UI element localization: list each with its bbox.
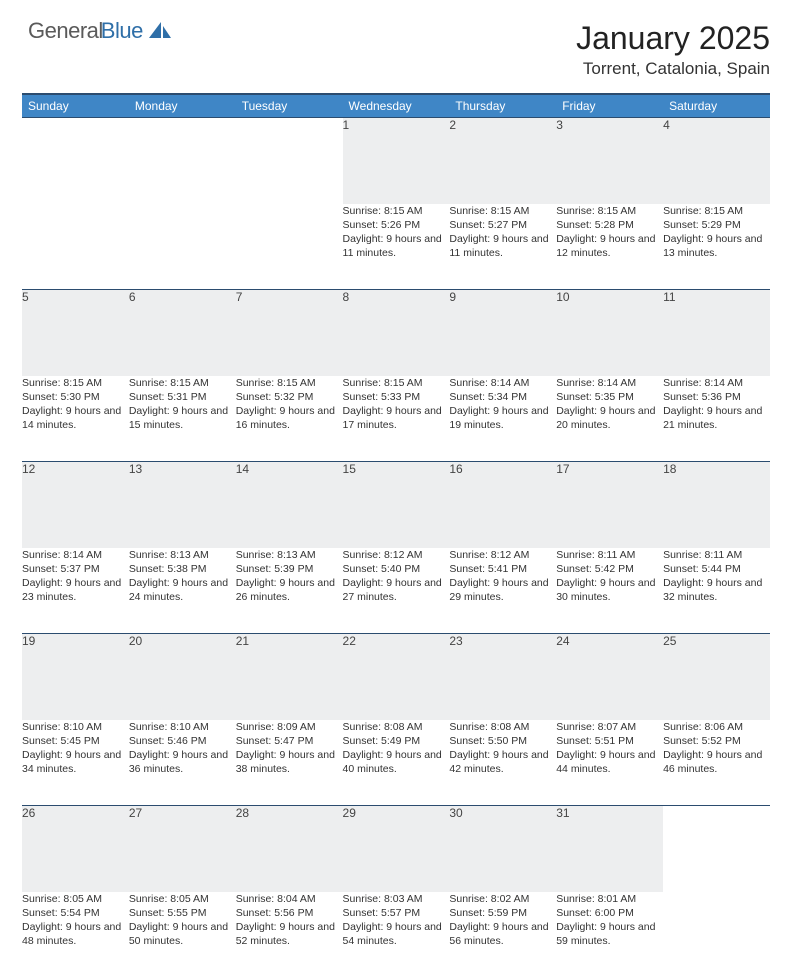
day-number-cell: 30 (449, 806, 556, 892)
day-data-cell: Sunrise: 8:08 AMSunset: 5:50 PMDaylight:… (449, 720, 556, 806)
day-data-cell: Sunrise: 8:15 AMSunset: 5:30 PMDaylight:… (22, 376, 129, 462)
day-number-cell: 5 (22, 290, 129, 376)
day-number-cell: 14 (236, 462, 343, 548)
day-number-cell: 31 (556, 806, 663, 892)
day-data-cell: Sunrise: 8:14 AMSunset: 5:36 PMDaylight:… (663, 376, 770, 462)
data-row: Sunrise: 8:14 AMSunset: 5:37 PMDaylight:… (22, 548, 770, 634)
day-data-cell: Sunrise: 8:04 AMSunset: 5:56 PMDaylight:… (236, 892, 343, 978)
calendar-table: SundayMondayTuesdayWednesdayThursdayFrid… (22, 93, 770, 978)
day-number-cell: 17 (556, 462, 663, 548)
data-row: Sunrise: 8:05 AMSunset: 5:54 PMDaylight:… (22, 892, 770, 978)
day-data-cell: Sunrise: 8:02 AMSunset: 5:59 PMDaylight:… (449, 892, 556, 978)
day-number-cell (129, 118, 236, 204)
day-number-cell: 7 (236, 290, 343, 376)
logo-sail-icon (147, 20, 173, 40)
day-number-cell: 9 (449, 290, 556, 376)
day-number-cell: 8 (343, 290, 450, 376)
day-header: Sunday (22, 94, 129, 118)
day-number-cell: 12 (22, 462, 129, 548)
day-number-cell: 4 (663, 118, 770, 204)
day-number-cell: 10 (556, 290, 663, 376)
day-number-cell (22, 118, 129, 204)
day-header: Thursday (449, 94, 556, 118)
day-number-cell: 29 (343, 806, 450, 892)
day-number-cell: 25 (663, 634, 770, 720)
day-number-cell: 15 (343, 462, 450, 548)
day-data-cell: Sunrise: 8:11 AMSunset: 5:44 PMDaylight:… (663, 548, 770, 634)
day-header-row: SundayMondayTuesdayWednesdayThursdayFrid… (22, 94, 770, 118)
day-number-cell: 3 (556, 118, 663, 204)
daynum-row: 1234 (22, 118, 770, 204)
day-number-cell: 6 (129, 290, 236, 376)
day-number-cell: 19 (22, 634, 129, 720)
daynum-row: 262728293031 (22, 806, 770, 892)
day-number-cell: 1 (343, 118, 450, 204)
day-data-cell: Sunrise: 8:12 AMSunset: 5:41 PMDaylight:… (449, 548, 556, 634)
logo-text-blue: Blue (101, 18, 143, 43)
day-number-cell: 2 (449, 118, 556, 204)
day-data-cell: Sunrise: 8:13 AMSunset: 5:38 PMDaylight:… (129, 548, 236, 634)
day-data-cell: Sunrise: 8:15 AMSunset: 5:28 PMDaylight:… (556, 204, 663, 290)
logo: GeneralBlue (28, 18, 173, 44)
day-data-cell: Sunrise: 8:10 AMSunset: 5:46 PMDaylight:… (129, 720, 236, 806)
day-number-cell: 16 (449, 462, 556, 548)
day-data-cell (129, 204, 236, 290)
day-data-cell: Sunrise: 8:12 AMSunset: 5:40 PMDaylight:… (343, 548, 450, 634)
day-number-cell: 27 (129, 806, 236, 892)
day-number-cell: 13 (129, 462, 236, 548)
day-data-cell: Sunrise: 8:03 AMSunset: 5:57 PMDaylight:… (343, 892, 450, 978)
day-data-cell: Sunrise: 8:15 AMSunset: 5:29 PMDaylight:… (663, 204, 770, 290)
day-data-cell: Sunrise: 8:11 AMSunset: 5:42 PMDaylight:… (556, 548, 663, 634)
data-row: Sunrise: 8:10 AMSunset: 5:45 PMDaylight:… (22, 720, 770, 806)
day-data-cell: Sunrise: 8:05 AMSunset: 5:55 PMDaylight:… (129, 892, 236, 978)
day-number-cell (663, 806, 770, 892)
day-number-cell (236, 118, 343, 204)
data-row: Sunrise: 8:15 AMSunset: 5:30 PMDaylight:… (22, 376, 770, 462)
day-header: Tuesday (236, 94, 343, 118)
day-data-cell: Sunrise: 8:01 AMSunset: 6:00 PMDaylight:… (556, 892, 663, 978)
day-data-cell: Sunrise: 8:15 AMSunset: 5:33 PMDaylight:… (343, 376, 450, 462)
day-data-cell: Sunrise: 8:15 AMSunset: 5:26 PMDaylight:… (343, 204, 450, 290)
day-data-cell: Sunrise: 8:07 AMSunset: 5:51 PMDaylight:… (556, 720, 663, 806)
day-data-cell: Sunrise: 8:14 AMSunset: 5:34 PMDaylight:… (449, 376, 556, 462)
day-data-cell: Sunrise: 8:08 AMSunset: 5:49 PMDaylight:… (343, 720, 450, 806)
day-number-cell: 20 (129, 634, 236, 720)
day-header: Friday (556, 94, 663, 118)
day-number-cell: 21 (236, 634, 343, 720)
day-data-cell: Sunrise: 8:06 AMSunset: 5:52 PMDaylight:… (663, 720, 770, 806)
data-row: Sunrise: 8:15 AMSunset: 5:26 PMDaylight:… (22, 204, 770, 290)
day-data-cell: Sunrise: 8:05 AMSunset: 5:54 PMDaylight:… (22, 892, 129, 978)
day-number-cell: 11 (663, 290, 770, 376)
day-number-cell: 22 (343, 634, 450, 720)
day-number-cell: 28 (236, 806, 343, 892)
location: Torrent, Catalonia, Spain (22, 59, 770, 79)
logo-text-general: General (28, 18, 103, 43)
day-data-cell (22, 204, 129, 290)
day-number-cell: 26 (22, 806, 129, 892)
day-data-cell: Sunrise: 8:09 AMSunset: 5:47 PMDaylight:… (236, 720, 343, 806)
daynum-row: 567891011 (22, 290, 770, 376)
day-header: Monday (129, 94, 236, 118)
day-data-cell: Sunrise: 8:13 AMSunset: 5:39 PMDaylight:… (236, 548, 343, 634)
daynum-row: 12131415161718 (22, 462, 770, 548)
day-data-cell: Sunrise: 8:10 AMSunset: 5:45 PMDaylight:… (22, 720, 129, 806)
day-number-cell: 18 (663, 462, 770, 548)
day-data-cell: Sunrise: 8:15 AMSunset: 5:32 PMDaylight:… (236, 376, 343, 462)
day-data-cell: Sunrise: 8:14 AMSunset: 5:37 PMDaylight:… (22, 548, 129, 634)
day-header: Wednesday (343, 94, 450, 118)
day-header: Saturday (663, 94, 770, 118)
day-data-cell: Sunrise: 8:14 AMSunset: 5:35 PMDaylight:… (556, 376, 663, 462)
daynum-row: 19202122232425 (22, 634, 770, 720)
day-data-cell (663, 892, 770, 978)
day-number-cell: 23 (449, 634, 556, 720)
day-data-cell: Sunrise: 8:15 AMSunset: 5:27 PMDaylight:… (449, 204, 556, 290)
day-number-cell: 24 (556, 634, 663, 720)
day-data-cell: Sunrise: 8:15 AMSunset: 5:31 PMDaylight:… (129, 376, 236, 462)
day-data-cell (236, 204, 343, 290)
